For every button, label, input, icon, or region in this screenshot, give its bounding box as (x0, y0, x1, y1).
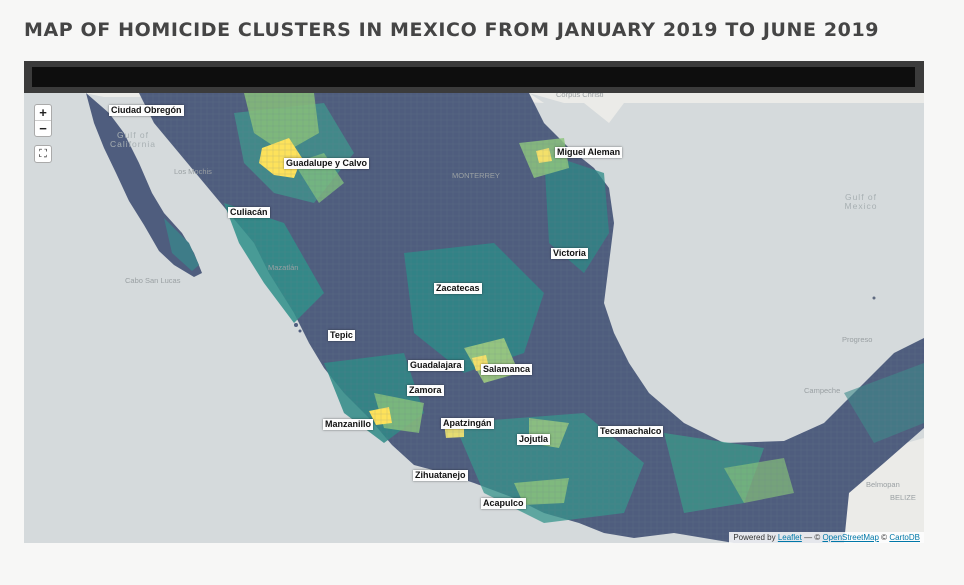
city-label-manzanillo[interactable]: Manzanillo (323, 419, 374, 430)
city-label-guadalajara[interactable]: Guadalajara (408, 360, 464, 371)
usa-land (529, 93, 924, 123)
corpus-christi-label: Corpus Christi (556, 93, 604, 99)
city-label-tecamachalco[interactable]: Tecamachalco (598, 426, 664, 437)
attribution-prefix: Powered by (733, 533, 776, 542)
openstreetmap-link[interactable]: OpenStreetMap (822, 533, 879, 542)
leaflet-link[interactable]: Leaflet (777, 533, 802, 542)
zoom-out-button[interactable]: − (35, 120, 51, 136)
city-label-zihuatanejo[interactable]: Zihuatanejo (413, 470, 468, 481)
municipality-borders (139, 93, 924, 543)
city-label-ciudad-obregon[interactable]: Ciudad Obregón (109, 105, 184, 116)
mazatlan-label: Mazatlán (268, 263, 299, 272)
cartodb-link[interactable]: CartoDB (889, 533, 920, 542)
city-label-victoria[interactable]: Victoria (551, 248, 588, 259)
island (294, 323, 298, 327)
attribution-middle: — © (804, 533, 821, 542)
city-label-jojutla[interactable]: Jojutla (517, 434, 551, 445)
monterrey-label: MONTERREY (452, 171, 500, 180)
baja-south (164, 218, 199, 271)
city-label-salamanca[interactable]: Salamanca (481, 364, 533, 375)
belmopan-label: Belmopan (866, 480, 900, 489)
attribution-separator: © (881, 533, 888, 542)
zoom-in-button[interactable]: + (39, 105, 47, 120)
city-label-culiacan[interactable]: Culiacán (228, 207, 270, 218)
cabo-san-lucas-label: Cabo San Lucas (125, 276, 181, 285)
city-label-guadalupe-y-calvo[interactable]: Guadalupe y Calvo (284, 158, 370, 169)
city-label-acapulco[interactable]: Acapulco (481, 498, 526, 509)
city-label-miguel-aleman[interactable]: Miguel Aleman (555, 147, 623, 158)
city-label-zacatecas[interactable]: Zacatecas (434, 283, 482, 294)
map-viewport[interactable]: Gulf of California Gulf of Mexico Cabo S… (24, 93, 924, 543)
zoom-control: + − (34, 104, 52, 137)
gulf-of-mexico-label: Gulf of Mexico (844, 192, 878, 211)
choropleth-map[interactable] (24, 93, 924, 543)
los-mochis-label: Los Mochis (174, 167, 212, 176)
map-header-bar (32, 67, 915, 87)
island (298, 329, 302, 333)
island (872, 296, 876, 300)
city-label-apatzingan[interactable]: Apatzingán (441, 418, 494, 429)
fullscreen-icon: ⛶ (39, 148, 47, 160)
campeche-label: Campeche (804, 386, 841, 395)
gulf-of-california-label: Gulf of California (110, 130, 156, 149)
map-attribution: Powered by Leaflet — © OpenStreetMap © C… (729, 532, 924, 543)
page-title: MAP OF HOMICIDE CLUSTERS IN MEXICO FROM … (24, 19, 880, 41)
map-container: Gulf of California Gulf of Mexico Cabo S… (24, 61, 924, 543)
city-label-zamora[interactable]: Zamora (407, 385, 444, 396)
belize-label: BELIZE (890, 493, 916, 502)
city-label-tepic[interactable]: Tepic (328, 330, 355, 341)
fullscreen-button[interactable]: ⛶ (34, 145, 52, 163)
progreso-label: Progreso (842, 335, 873, 344)
